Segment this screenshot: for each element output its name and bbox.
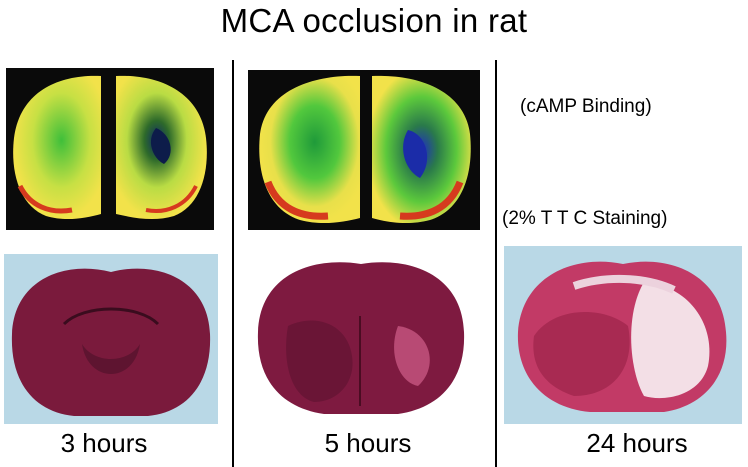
ttc-photo-24h	[504, 246, 742, 424]
divider-left	[232, 60, 234, 467]
ttc-photo-3h	[4, 254, 218, 424]
figure-title: MCA occlusion in rat	[220, 2, 528, 39]
autoradiograph-3h	[6, 68, 214, 230]
ttc-photo-5h	[248, 256, 474, 420]
autoradiograph-5h	[248, 70, 480, 230]
caption-24-hours: 24 hours	[586, 428, 688, 458]
caption-3-hours: 3 hours	[60, 428, 148, 458]
divider-right	[495, 60, 497, 467]
camp-binding-label: (cAMP Binding)	[520, 96, 652, 117]
caption-5-hours: 5 hours	[324, 428, 412, 458]
ttc-staining-label: (2% T T C Staining)	[502, 208, 668, 229]
